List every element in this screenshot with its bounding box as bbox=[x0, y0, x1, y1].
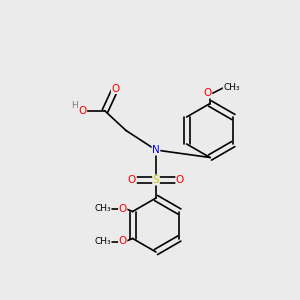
Text: S: S bbox=[153, 175, 159, 185]
Text: CH₃: CH₃ bbox=[94, 204, 111, 213]
Text: H: H bbox=[71, 101, 77, 110]
Text: N: N bbox=[152, 145, 160, 155]
Text: O: O bbox=[78, 106, 87, 116]
Text: O: O bbox=[176, 175, 184, 185]
Text: O: O bbox=[111, 83, 120, 94]
Text: CH₃: CH₃ bbox=[223, 82, 240, 91]
Text: O: O bbox=[203, 88, 212, 98]
Text: CH₃: CH₃ bbox=[94, 237, 111, 246]
Text: O: O bbox=[128, 175, 136, 185]
Text: O: O bbox=[118, 236, 127, 247]
Text: O: O bbox=[118, 203, 127, 214]
